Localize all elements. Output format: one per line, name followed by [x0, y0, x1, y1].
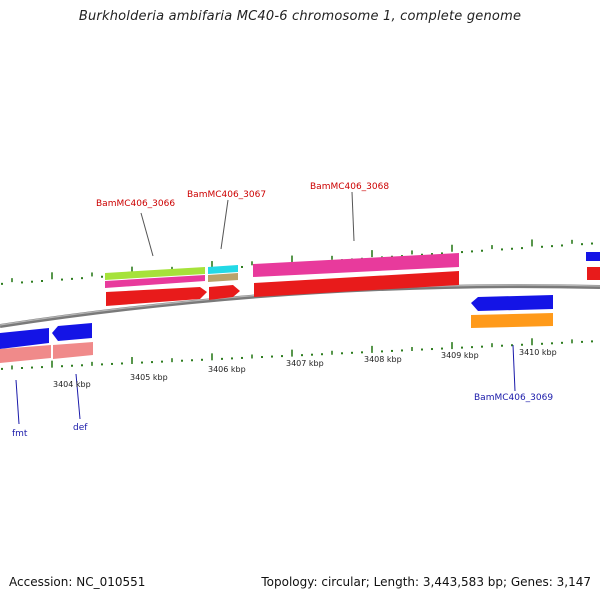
scale-label-3409: 3409 kbp — [441, 351, 479, 360]
scale-label-3404: 3404 kbp — [53, 380, 91, 389]
gene-def-blue-arrow[interactable] — [52, 323, 92, 341]
gene-label-def[interactable]: def — [73, 423, 88, 433]
gene-3066-green-track[interactable] — [105, 267, 205, 280]
scale-label-3407: 3407 kbp — [286, 359, 324, 368]
lower-scale-ticks — [1, 338, 593, 370]
gene-3069-orange-track[interactable] — [471, 313, 553, 328]
gene-label-fmt[interactable]: fmt — [12, 429, 28, 439]
gene-3069-blue-arrow[interactable] — [471, 295, 553, 311]
gene-3067-tan-track[interactable] — [208, 273, 238, 282]
gene-3066-red-arrow[interactable] — [106, 287, 207, 306]
scale-label-3408: 3408 kbp — [364, 355, 402, 364]
edge-gene-blue-track[interactable] — [586, 252, 600, 261]
edge-gene-lower-track[interactable] — [588, 327, 600, 335]
scale-label-3405: 3405 kbp — [130, 373, 168, 382]
gene-def-salmon-track[interactable] — [53, 342, 93, 359]
gene-3066-pink-track[interactable] — [105, 275, 205, 288]
gene-3067-cyan-track[interactable] — [208, 265, 238, 274]
gene-label-3066[interactable]: BamMC406_3066 — [96, 199, 175, 209]
gene-label-3069[interactable]: BamMC406_3069 — [474, 393, 553, 403]
leader-3069 — [512, 344, 516, 392]
gene-3068-red-track[interactable] — [254, 271, 459, 297]
leader-3067 — [220, 199, 229, 250]
leader-3066 — [140, 212, 154, 257]
leader-3068 — [351, 191, 355, 242]
accession-text: Accession: NC_010551 — [9, 575, 146, 589]
edge-gene-red-track[interactable] — [587, 267, 600, 280]
leader-def — [75, 373, 81, 420]
gene-fmt-salmon-track[interactable] — [0, 345, 51, 363]
leader-fmt — [15, 379, 20, 425]
gene-3068-pink-track[interactable] — [253, 253, 459, 277]
scale-label-3406: 3406 kbp — [208, 365, 246, 374]
gene-label-3068[interactable]: BamMC406_3068 — [310, 182, 389, 192]
map-title: Burkholderia ambifaria MC40-6 chromosome… — [78, 9, 522, 24]
scale-label-3410: 3410 kbp — [519, 348, 557, 357]
gene-fmt-blue-arrow[interactable] — [0, 328, 49, 349]
gene-label-3067[interactable]: BamMC406_3067 — [187, 190, 266, 200]
genome-summary-text: Topology: circular; Length: 3,443,583 bp… — [261, 575, 591, 589]
gene-3067-red-arrow[interactable] — [209, 285, 240, 300]
